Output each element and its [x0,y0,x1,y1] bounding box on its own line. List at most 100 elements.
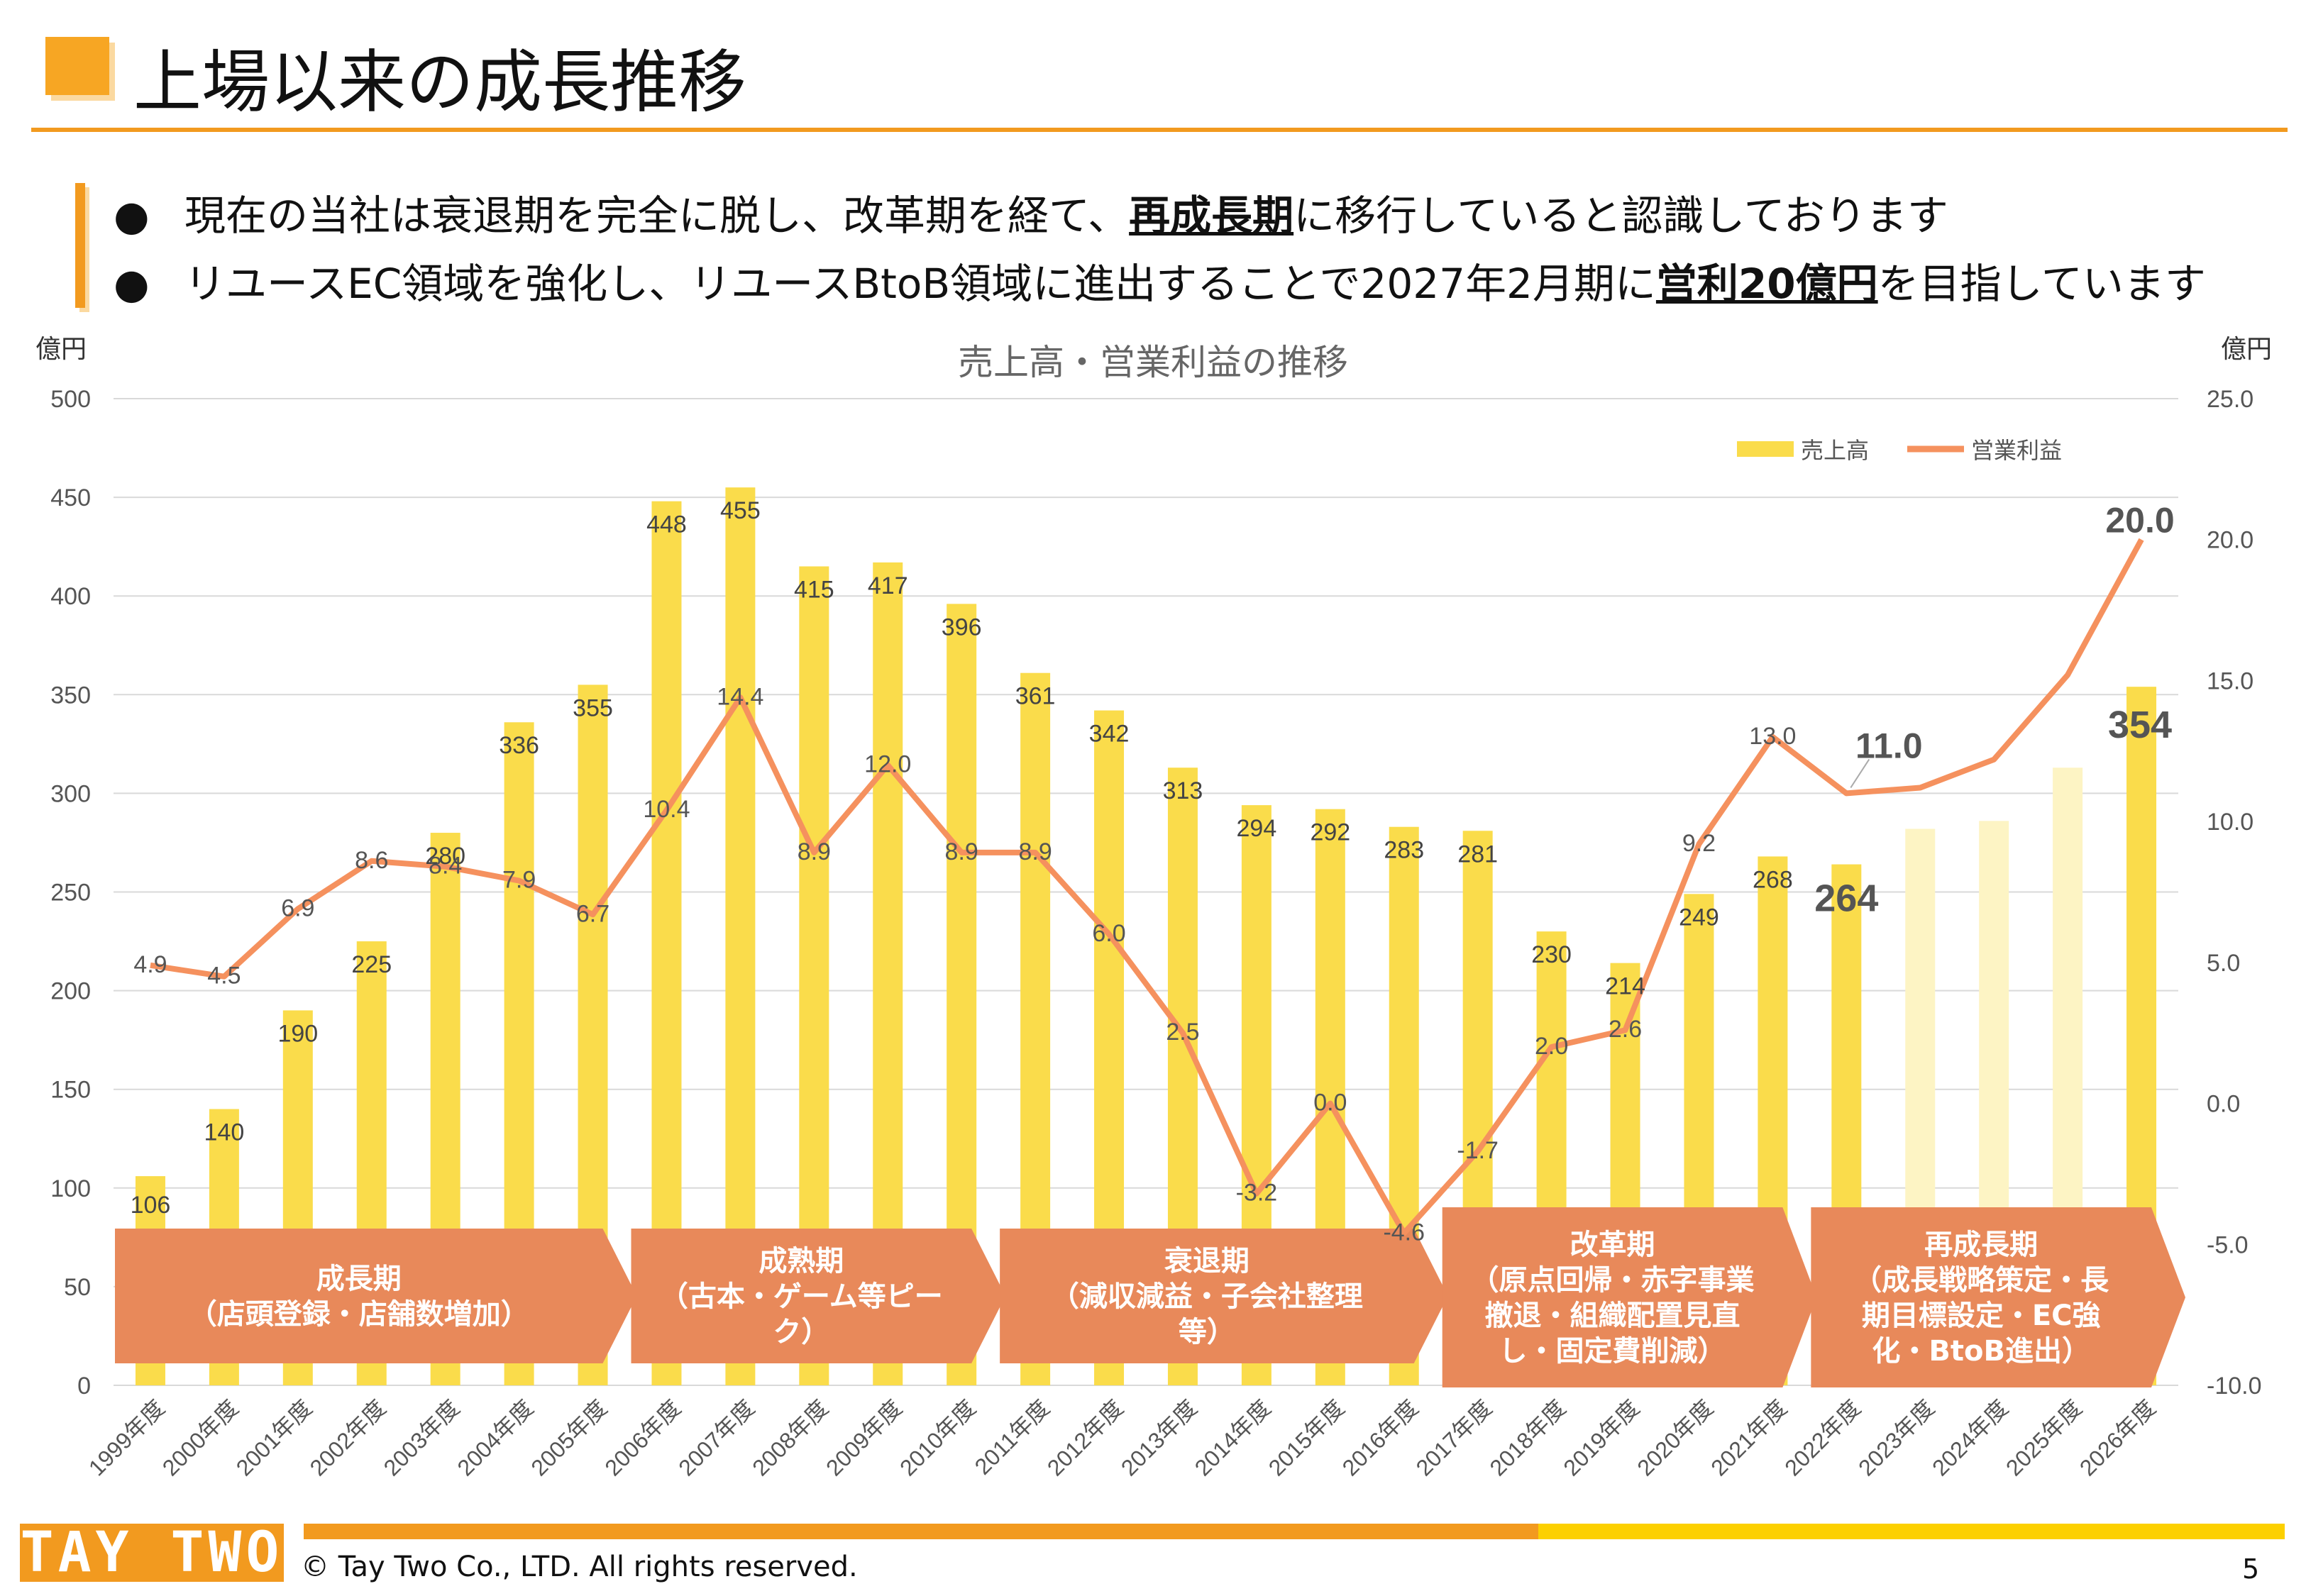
sales-value-label: 396 [942,614,982,641]
x-tick-label: 2010年度 [895,1395,981,1480]
sales-value-label: 336 [499,732,539,759]
profit-value-label: 4.9 [133,951,167,978]
legend-profit-label: 営業利益 [1971,438,2062,463]
phase-label: 再成長期 [1924,1229,2038,1261]
bullet-text: に移行していると認識しております [1293,192,1948,240]
x-tick-label: 2012年度 [1042,1395,1128,1480]
page-number: 5 [2242,1553,2260,1585]
y-tick-label: 100 [50,1175,91,1202]
sales-value-label: 342 [1089,721,1130,748]
x-tick-label: 2004年度 [452,1395,538,1480]
x-tick-label: 2026年度 [2075,1395,2161,1480]
phase-label: 期目標設定・EC強 [1862,1299,2101,1332]
x-tick-label: 2007年度 [673,1395,759,1480]
sales-value-label: 106 [131,1192,171,1219]
bullet-accent-bar [75,183,85,308]
bullet-dot-icon: ● [114,260,150,308]
sales-value-label: 294 [1237,815,1277,842]
x-tick-label: 2008年度 [747,1395,833,1480]
sales-value-label: 448 [646,511,687,538]
profit-value-label: 13.0 [1749,723,1796,750]
title-divider [31,128,2288,132]
phase-label: ク） [773,1316,829,1348]
title-marker [45,37,109,95]
y-tick-label: 150 [50,1077,91,1104]
x-tick-label: 2020年度 [1632,1395,1718,1480]
sales-value-label: 355 [573,694,613,721]
y-tick-label: 0 [77,1373,91,1400]
phase-arrow [1811,1207,2185,1387]
x-tick-label: 2017年度 [1411,1395,1497,1480]
phase-arrow [631,1229,1006,1363]
profit-value-label: -4.6 [1383,1219,1425,1246]
x-tick-label: 2006年度 [600,1395,685,1480]
bullet-item: ● 現在の当社は衰退期を完全に脱し、改革期を経て、再成長期に移行していると認識して… [114,182,2206,250]
profit-value-label: 14.4 [717,683,763,710]
phase-label: （店頭登録・店舗数増加） [189,1298,529,1331]
bullet-item: ● リユースEC領域を強化し、リユースBtoB領域に進出することで2027年2月期… [114,250,2206,318]
x-tick-label: 1999年度 [84,1395,170,1480]
sales-label-highlight: 354 [2108,704,2172,746]
legend-sales-label: 売上高 [1801,438,1869,463]
y2-axis-unit: 億円 [2221,334,2272,363]
phase-label: 改革期 [1570,1229,1655,1261]
bullet-dot-icon: ● [114,192,150,240]
bullet-text: リユースEC領域を強化し、リユースBtoB領域に進出することで2027年2月期に [184,260,1656,308]
y2-tick-label: 20.0 [2207,527,2253,554]
sales-value-label: 313 [1163,777,1203,804]
label-leader-line [1850,758,1870,788]
profit-value-label: 10.4 [643,796,690,823]
phase-label: 成熟期 [758,1245,844,1278]
phase-label: 衰退期 [1164,1245,1249,1278]
copyright-text: © Tay Two Co., LTD. All rights reserved. [301,1551,858,1583]
x-tick-label: 2015年度 [1264,1395,1350,1480]
sales-value-label: 455 [720,497,761,524]
profit-value-label: 2.6 [1609,1016,1642,1043]
phase-arrow [1442,1207,1817,1387]
phase-label: （古本・ゲーム等ピー [660,1280,943,1313]
y-tick-label: 200 [50,978,91,1005]
sales-value-label: 281 [1457,841,1498,868]
sales-value-label: 225 [351,951,392,978]
sales-value-label: 280 [425,843,465,870]
profit-value-label: 7.9 [502,867,536,894]
sales-value-label: 292 [1310,819,1350,846]
bullet-emphasis: 再成長期 [1129,192,1294,240]
profit-value-label: 6.0 [1092,920,1125,947]
phase-label: （成長戦略策定・長 [1853,1264,2109,1297]
phase-label: 撤退・組織配置見直 [1485,1299,1740,1332]
sales-value-label: 268 [1753,866,1793,893]
y2-tick-label: -10.0 [2207,1373,2262,1400]
x-tick-label: 2021年度 [1706,1395,1792,1480]
legend-bar-swatch [1737,441,1794,457]
sales-profit-chart: 0 50 100 150 200 250 300 350 400 450 500 -10.0 -5.0 0… [35,334,2272,1481]
y-tick-label: 350 [50,682,91,709]
x-tick-label: 2013年度 [1116,1395,1202,1480]
x-tick-label: 2019年度 [1558,1395,1644,1480]
profit-line [150,538,2144,1236]
phase-label: （原点回帰・赤字事業 [1471,1264,1755,1297]
phase-label: し・固定費削減） [1499,1335,1726,1368]
profit-value-label: 2.5 [1166,1019,1199,1046]
x-tick-label: 2014年度 [1190,1395,1276,1480]
x-tick-label: 2025年度 [2001,1395,2087,1480]
profit-value-label: -1.7 [1457,1137,1499,1164]
y-tick-label: 500 [50,386,91,413]
profit-value-label: 6.7 [576,900,609,927]
page-title: 上場以来の成長推移 [133,43,746,122]
profit-value-label: 8.9 [945,838,978,865]
phase-label: （減収減益・子会社整理 [1051,1280,1363,1313]
y2-tick-label: 25.0 [2207,386,2253,413]
footer-bar-orange [304,1524,1538,1539]
chart-title: 売上高・営業利益の推移 [958,343,1348,382]
profit-value-label: 8.9 [798,838,831,865]
sales-value-label: 249 [1679,904,1719,931]
x-tick-label: 2000年度 [158,1395,243,1480]
sales-value-label: 415 [794,576,834,603]
sales-value-label: 230 [1531,941,1572,968]
footer-bar-yellow [1538,1524,2285,1539]
y-axis-unit: 億円 [35,334,87,363]
profit-value-label: 4.5 [207,963,241,990]
profit-value-label: 12.0 [864,751,911,778]
x-tick-label: 2002年度 [305,1395,391,1480]
